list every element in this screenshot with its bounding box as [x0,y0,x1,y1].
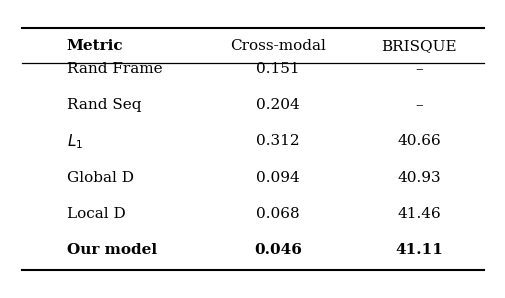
Text: Metric: Metric [67,39,123,53]
Text: 40.93: 40.93 [396,170,440,184]
Text: 0.151: 0.151 [256,62,299,76]
Text: 0.094: 0.094 [256,170,299,184]
Text: Our model: Our model [67,243,157,257]
Text: Local D: Local D [67,207,125,221]
Text: BRISQUE: BRISQUE [380,39,456,53]
Text: $L_1$: $L_1$ [67,132,83,151]
Text: Cross-modal: Cross-modal [230,39,325,53]
Text: 40.66: 40.66 [396,134,440,148]
Text: 41.11: 41.11 [394,243,442,257]
Text: Rand Seq: Rand Seq [67,98,141,112]
Text: Global D: Global D [67,170,133,184]
Text: Rand Frame: Rand Frame [67,62,162,76]
Text: 41.46: 41.46 [396,207,440,221]
Text: 0.068: 0.068 [256,207,299,221]
Text: –: – [415,98,422,112]
Text: –: – [415,62,422,76]
Text: 0.046: 0.046 [254,243,301,257]
Text: 0.312: 0.312 [256,134,299,148]
Text: 0.204: 0.204 [256,98,299,112]
